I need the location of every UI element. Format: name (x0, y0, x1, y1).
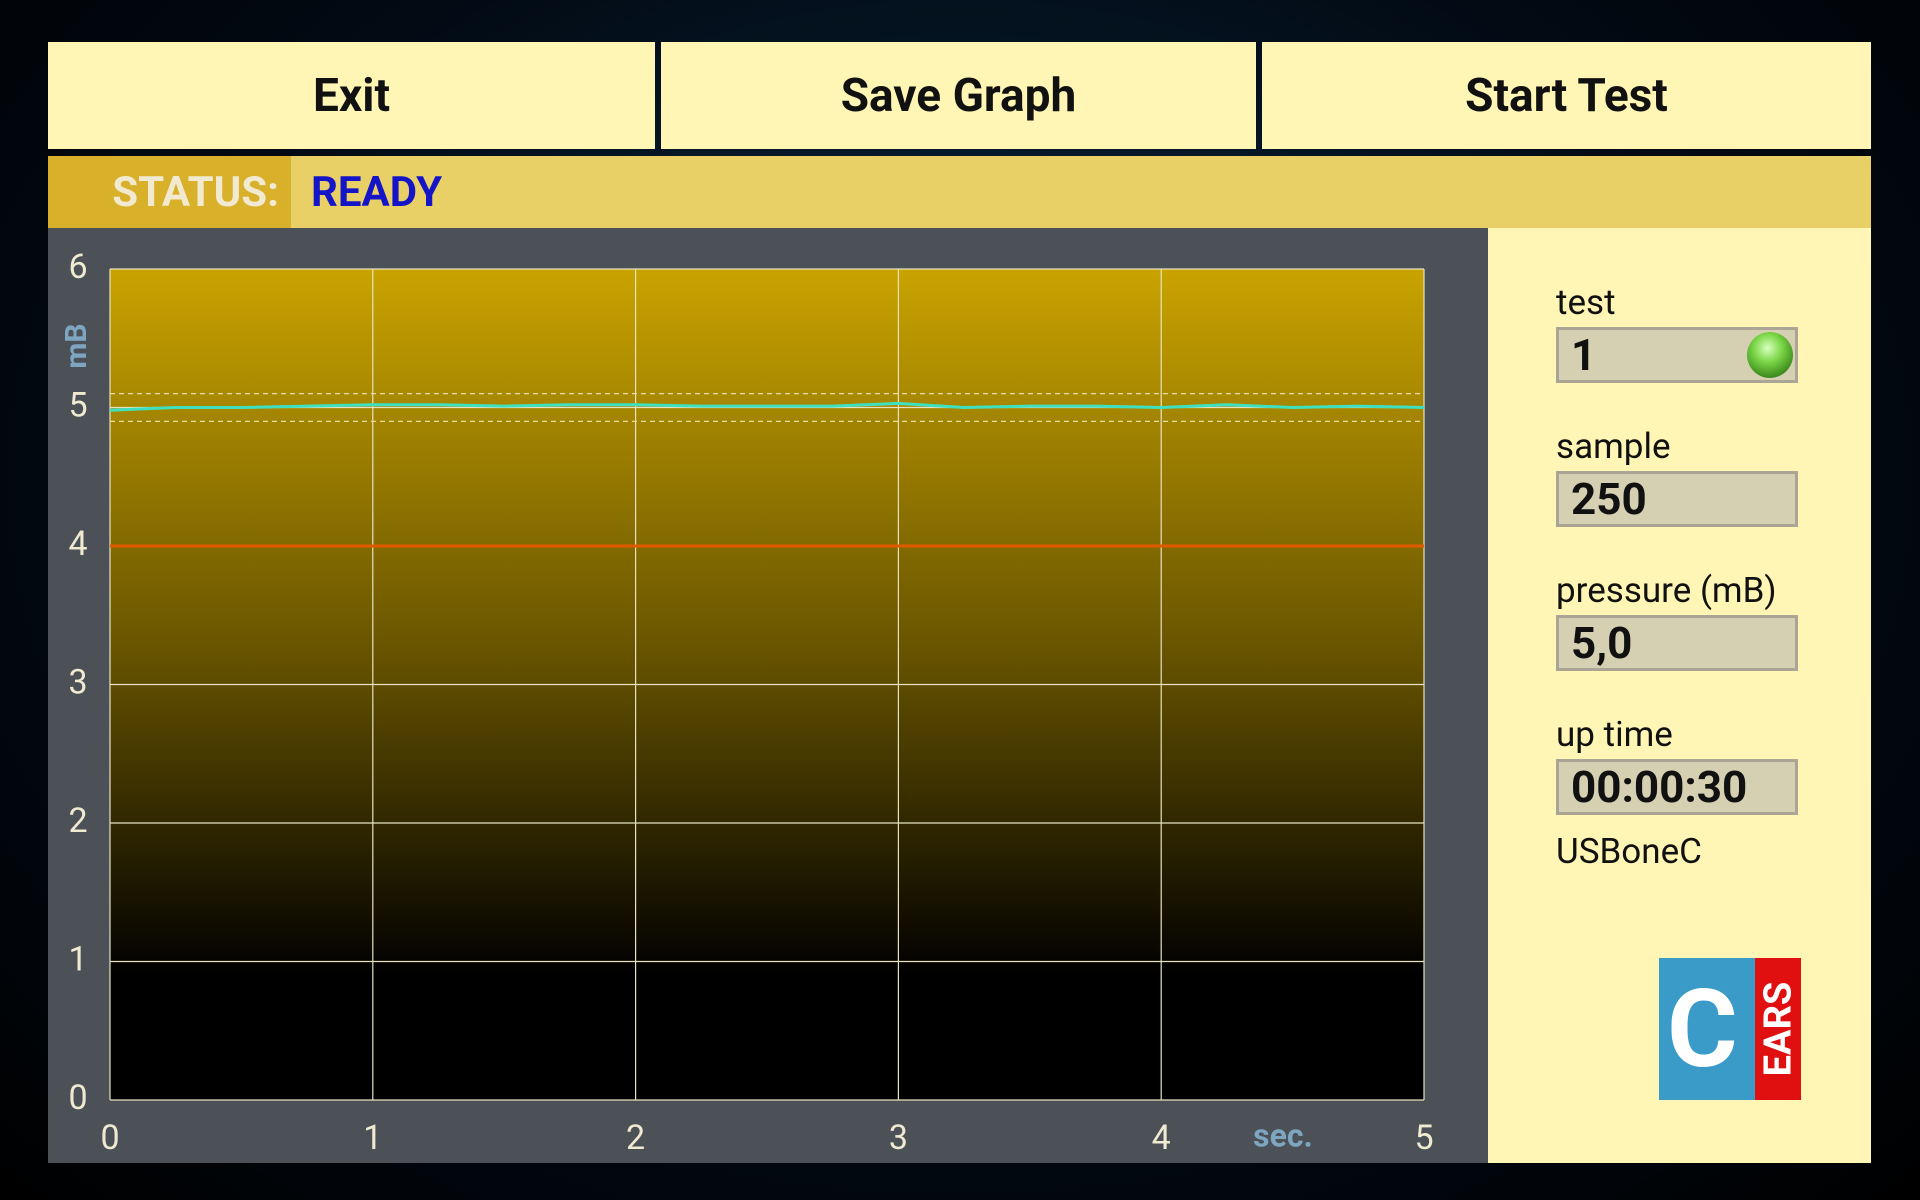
field-label: sample (1556, 426, 1671, 467)
y-tick-label: 3 (68, 662, 87, 702)
y-tick-label: 1 (68, 939, 87, 979)
x-tick-label: 5 (1414, 1118, 1433, 1158)
field-label: pressure (mB) (1556, 570, 1777, 611)
field-text: 1 (1571, 329, 1597, 381)
field-value: 1 (1556, 327, 1798, 383)
field-text: 250 (1571, 473, 1647, 525)
status-label: STATUS: (48, 156, 291, 228)
x-tick-label: 3 (889, 1118, 908, 1158)
x-tick-label: 4 (1152, 1118, 1171, 1158)
y-tick-label: 6 (68, 247, 87, 287)
data-line (109, 401, 1425, 412)
x-tick-label: 2 (626, 1118, 645, 1158)
y-axis-label: mB (59, 323, 94, 368)
x-tick-label: 1 (363, 1118, 382, 1158)
start-test-button[interactable]: Start Test (1262, 42, 1871, 149)
field-label: test (1556, 282, 1616, 323)
logo: C EARS (1659, 958, 1801, 1100)
logo-band: EARS (1755, 958, 1801, 1100)
x-axis-label: sec. (1253, 1116, 1313, 1154)
x-tick-label: 0 (100, 1118, 119, 1158)
status-led (1747, 332, 1793, 378)
y-tick-label: 2 (68, 801, 87, 841)
y-tick-label: 5 (68, 385, 87, 425)
logo-text: EARS (1756, 981, 1800, 1077)
exit-button[interactable]: Exit (48, 42, 655, 149)
status-value: READY (311, 167, 443, 217)
y-tick-label: 4 (68, 524, 87, 564)
field-text: 5,0 (1571, 617, 1633, 669)
y-tick-label: 0 (68, 1078, 87, 1118)
logo-letter: C (1667, 967, 1738, 1093)
field-value: 5,0 (1556, 615, 1798, 671)
side-panel: test 1 sample 250 pressure (mB) 5,0 up time 00:… (1488, 228, 1871, 1163)
status-bar: STATUS: READY (48, 156, 1871, 228)
chart: mB sec. 0 1 2 3 4 5 6 0 1 2 3 4 5 (48, 228, 1488, 1163)
field-value: 00:00:30 (1556, 759, 1798, 815)
field-value: 250 (1556, 471, 1798, 527)
save-graph-button[interactable]: Save Graph (661, 42, 1256, 149)
field-text: 00:00:30 (1571, 761, 1748, 813)
field-label: up time (1556, 714, 1673, 755)
device-name: USBoneC (1556, 831, 1702, 872)
